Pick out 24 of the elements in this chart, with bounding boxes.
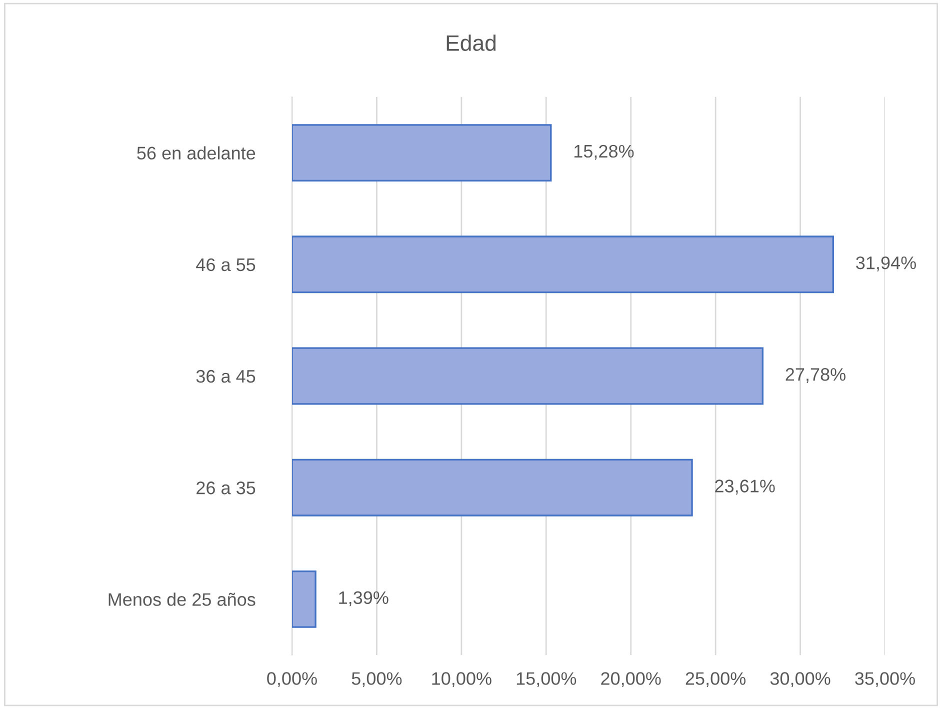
- x-tick-label: 20,00%: [601, 672, 661, 688]
- bar: [292, 236, 834, 294]
- data-label: 1,39%: [339, 591, 388, 606]
- x-tick-label: 10,00%: [432, 672, 492, 688]
- x-tick-label: 35,00%: [855, 672, 915, 688]
- x-tick-label: 25,00%: [686, 672, 746, 688]
- bar: [292, 458, 693, 516]
- x-tick-label: 5,00%: [352, 672, 402, 688]
- x-tick-label: 15,00%: [516, 672, 576, 688]
- x-tick-label: 30,00%: [770, 672, 830, 688]
- y-tick-label: Menos de 25 años: [108, 592, 256, 606]
- y-tick-label: 26 a 35: [196, 482, 256, 494]
- y-tick-label: 56 en adelante: [137, 146, 256, 160]
- x-tick-label: 0,00%: [267, 672, 317, 688]
- data-label: 27,78%: [786, 368, 846, 383]
- bar: [292, 124, 552, 182]
- y-tick-label: 36 a 45: [196, 370, 256, 383]
- data-label: 15,28%: [574, 144, 634, 160]
- bar: [292, 570, 316, 628]
- y-tick-label: 46 a 55: [196, 258, 256, 272]
- bar: [292, 347, 764, 405]
- chart-title: Edad: [446, 34, 496, 51]
- data-label: 31,94%: [856, 256, 916, 272]
- data-label: 23,61%: [715, 480, 775, 495]
